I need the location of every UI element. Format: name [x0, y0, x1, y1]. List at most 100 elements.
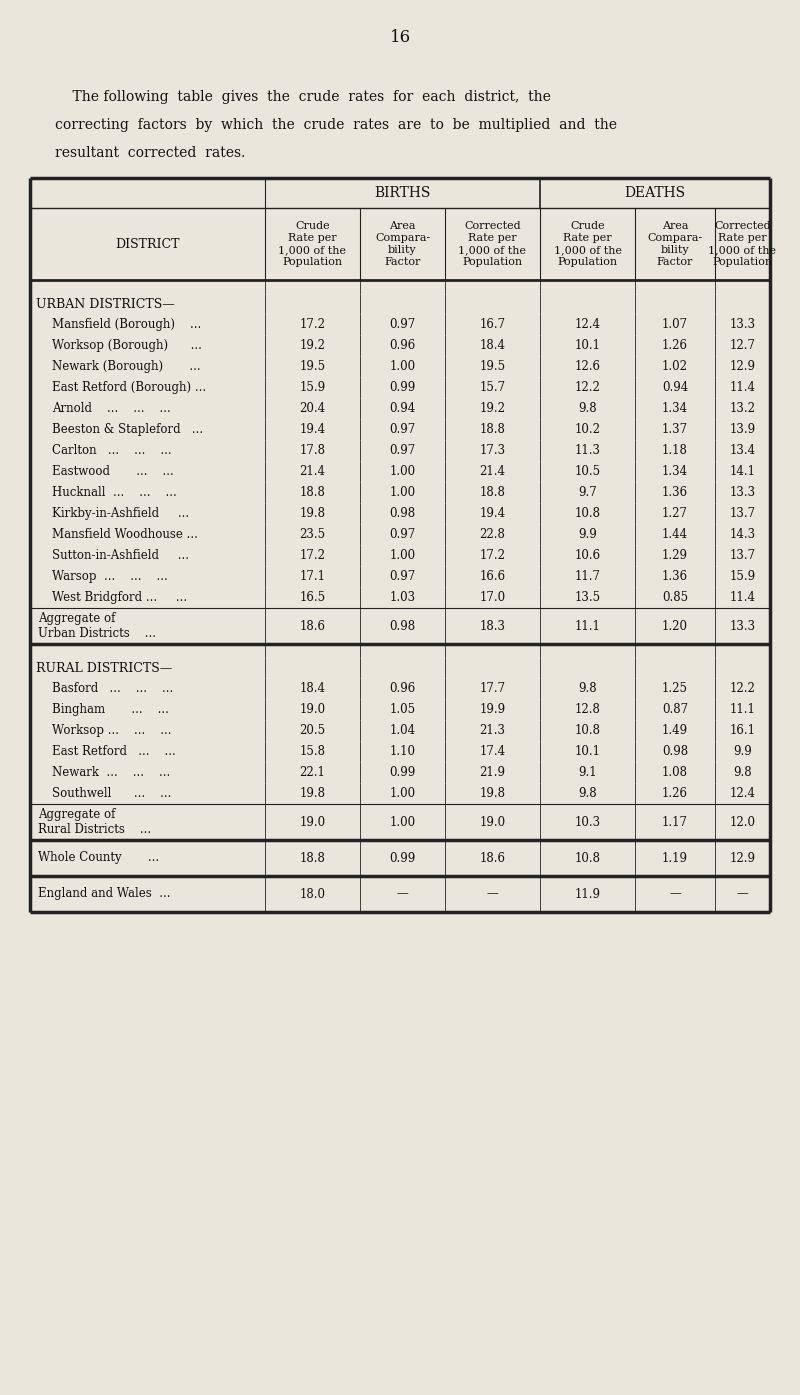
Text: 19.5: 19.5	[299, 360, 326, 372]
Text: 1.00: 1.00	[390, 485, 415, 499]
Text: 1.00: 1.00	[390, 360, 415, 372]
Text: 1.25: 1.25	[662, 682, 688, 695]
Text: 1.18: 1.18	[662, 444, 688, 458]
Text: 1.02: 1.02	[662, 360, 688, 372]
Text: 18.4: 18.4	[479, 339, 506, 352]
Text: Area
Compara-
bility
Factor: Area Compara- bility Factor	[647, 220, 702, 266]
Text: 1.00: 1.00	[390, 787, 415, 799]
Text: correcting  factors  by  which  the  crude  rates  are  to  be  multiplied  and : correcting factors by which the crude ra…	[55, 119, 617, 133]
Text: Whole County       ...: Whole County ...	[38, 851, 159, 865]
Text: Newark  ...    ...    ...: Newark ... ... ...	[52, 766, 170, 778]
Text: Bingham       ...    ...: Bingham ... ...	[52, 703, 169, 716]
Text: 17.2: 17.2	[479, 550, 506, 562]
Text: 18.8: 18.8	[479, 485, 506, 499]
Text: 11.1: 11.1	[574, 619, 601, 632]
Text: 13.3: 13.3	[730, 485, 755, 499]
Text: 19.8: 19.8	[299, 506, 326, 520]
Text: 19.2: 19.2	[479, 402, 506, 414]
Text: 19.8: 19.8	[299, 787, 326, 799]
Text: 12.9: 12.9	[730, 360, 755, 372]
Text: 10.1: 10.1	[574, 339, 601, 352]
Text: 1.49: 1.49	[662, 724, 688, 737]
Text: 9.8: 9.8	[578, 787, 597, 799]
Text: Corrected
Rate per
1,000 of the
Population: Corrected Rate per 1,000 of the Populati…	[709, 220, 777, 266]
Text: RURAL DISTRICTS—: RURAL DISTRICTS—	[36, 661, 172, 675]
Text: 21.4: 21.4	[479, 465, 506, 478]
Text: West Bridgford ...     ...: West Bridgford ... ...	[52, 591, 187, 604]
Text: 10.5: 10.5	[574, 465, 601, 478]
Text: 21.4: 21.4	[299, 465, 326, 478]
Text: 11.1: 11.1	[730, 703, 755, 716]
Text: 21.3: 21.3	[479, 724, 506, 737]
Text: 0.99: 0.99	[390, 851, 416, 865]
Text: 18.8: 18.8	[299, 851, 326, 865]
Text: 0.99: 0.99	[390, 766, 416, 778]
Text: 1.27: 1.27	[662, 506, 688, 520]
Text: Mansfield Woodhouse ...: Mansfield Woodhouse ...	[52, 527, 198, 541]
Text: 17.2: 17.2	[299, 318, 326, 331]
Text: 9.8: 9.8	[578, 682, 597, 695]
Text: 22.8: 22.8	[479, 527, 506, 541]
Text: 0.98: 0.98	[390, 619, 415, 632]
Text: 1.20: 1.20	[662, 619, 688, 632]
Text: 16.5: 16.5	[299, 591, 326, 604]
Text: 10.6: 10.6	[574, 550, 601, 562]
Text: 0.97: 0.97	[390, 423, 416, 437]
Text: Corrected
Rate per
1,000 of the
Population: Corrected Rate per 1,000 of the Populati…	[458, 220, 526, 266]
Text: 1.34: 1.34	[662, 402, 688, 414]
Text: 1.05: 1.05	[390, 703, 415, 716]
Text: Worksop ...    ...    ...: Worksop ... ... ...	[52, 724, 171, 737]
Text: Eastwood       ...    ...: Eastwood ... ...	[52, 465, 174, 478]
Text: 16: 16	[390, 29, 410, 46]
Text: 9.8: 9.8	[578, 402, 597, 414]
Text: Crude
Rate per
1,000 of the
Population: Crude Rate per 1,000 of the Population	[554, 220, 622, 266]
Text: 18.0: 18.0	[299, 887, 326, 901]
Text: Beeston & Stapleford   ...: Beeston & Stapleford ...	[52, 423, 203, 437]
Text: DISTRICT: DISTRICT	[115, 237, 180, 251]
Text: 20.5: 20.5	[299, 724, 326, 737]
Text: DEATHS: DEATHS	[625, 186, 686, 199]
Text: 17.3: 17.3	[479, 444, 506, 458]
Text: 19.9: 19.9	[479, 703, 506, 716]
Text: 13.4: 13.4	[730, 444, 755, 458]
Text: 16.7: 16.7	[479, 318, 506, 331]
Text: 14.1: 14.1	[730, 465, 755, 478]
Text: 15.8: 15.8	[299, 745, 326, 757]
Text: 12.7: 12.7	[730, 339, 755, 352]
Text: 11.4: 11.4	[730, 381, 755, 393]
Text: 1.00: 1.00	[390, 465, 415, 478]
Text: 9.7: 9.7	[578, 485, 597, 499]
Text: 10.8: 10.8	[574, 851, 601, 865]
Text: Newark (Borough)       ...: Newark (Borough) ...	[52, 360, 201, 372]
Text: 18.8: 18.8	[299, 485, 326, 499]
Text: 0.97: 0.97	[390, 571, 416, 583]
Text: 10.1: 10.1	[574, 745, 601, 757]
Text: 19.4: 19.4	[479, 506, 506, 520]
Text: 1.44: 1.44	[662, 527, 688, 541]
Text: 17.7: 17.7	[479, 682, 506, 695]
Text: 18.6: 18.6	[479, 851, 506, 865]
Text: 20.4: 20.4	[299, 402, 326, 414]
Text: —: —	[737, 887, 748, 901]
Text: 10.3: 10.3	[574, 816, 601, 829]
Text: 12.2: 12.2	[574, 381, 601, 393]
Text: 16.6: 16.6	[479, 571, 506, 583]
Text: 1.03: 1.03	[390, 591, 415, 604]
Text: 0.98: 0.98	[390, 506, 415, 520]
Text: —: —	[669, 887, 681, 901]
Text: 12.0: 12.0	[730, 816, 755, 829]
Text: 11.3: 11.3	[574, 444, 601, 458]
Text: 1.00: 1.00	[390, 550, 415, 562]
Text: Southwell      ...    ...: Southwell ... ...	[52, 787, 171, 799]
Text: 18.3: 18.3	[479, 619, 506, 632]
Text: 13.7: 13.7	[730, 550, 755, 562]
Text: 0.96: 0.96	[390, 682, 416, 695]
Text: 0.97: 0.97	[390, 527, 416, 541]
Text: Carlton   ...    ...    ...: Carlton ... ... ...	[52, 444, 172, 458]
Text: 1.17: 1.17	[662, 816, 688, 829]
Text: 14.3: 14.3	[730, 527, 755, 541]
Text: 19.8: 19.8	[479, 787, 506, 799]
Text: England and Wales  ...: England and Wales ...	[38, 887, 170, 901]
Text: Worksop (Borough)      ...: Worksop (Borough) ...	[52, 339, 202, 352]
Text: 17.4: 17.4	[479, 745, 506, 757]
